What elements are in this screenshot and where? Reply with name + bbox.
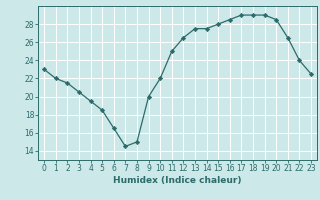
X-axis label: Humidex (Indice chaleur): Humidex (Indice chaleur)	[113, 176, 242, 185]
